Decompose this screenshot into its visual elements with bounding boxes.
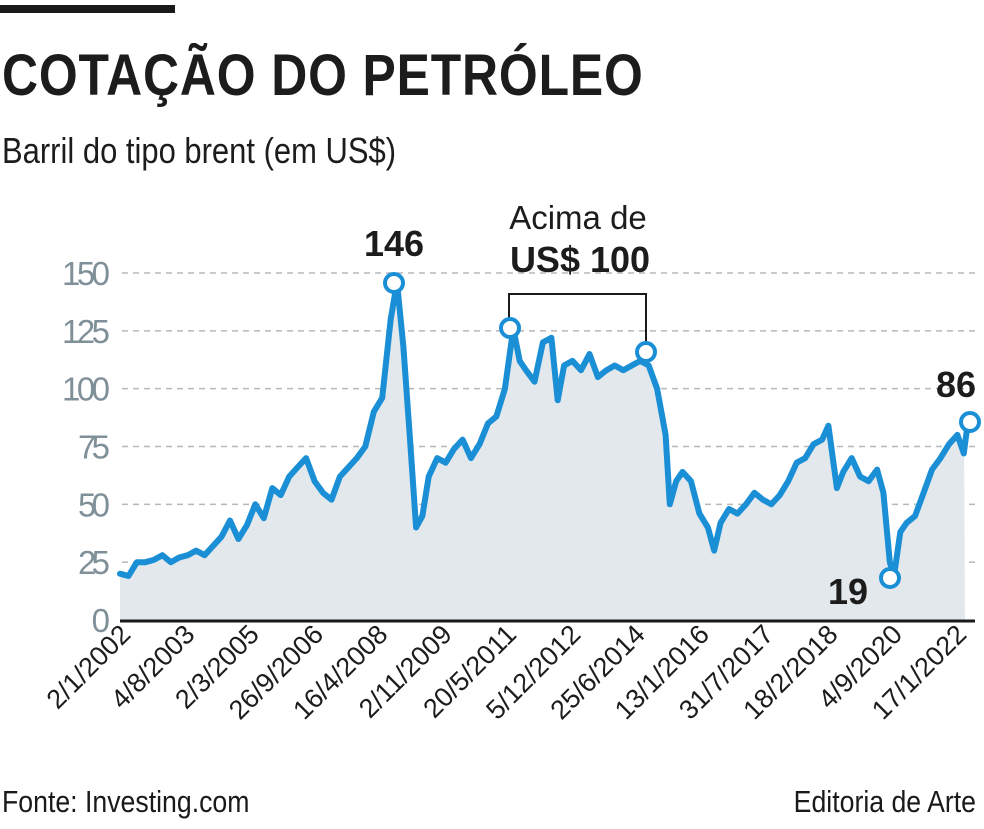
credit-note: Editoria de Arte (793, 784, 976, 819)
highlight-marker (959, 411, 981, 433)
chart-title: COTAÇÃO DO PETRÓLEO (2, 43, 644, 108)
above-100-bracket (508, 293, 647, 350)
y-axis-ticks: 0 25 50 75 100 125 150 (62, 255, 110, 639)
highlight-marker (499, 317, 521, 339)
peak-label: 146 (364, 223, 424, 264)
above-100-label-line1: Acima de (509, 199, 647, 236)
last-value-label: 86 (936, 364, 976, 405)
area-fill (120, 282, 968, 620)
data-markers (383, 272, 981, 589)
y-tick-label: 75 (78, 429, 110, 466)
low-label: 19 (828, 571, 868, 612)
chart-subtitle: Barril do tipo brent (em US$) (2, 130, 397, 171)
source-note: Fonte: Investing.com (2, 784, 250, 819)
above-100-label-line2: US$ 100 (510, 239, 650, 280)
highlight-marker (383, 272, 405, 294)
y-tick-label: 25 (78, 544, 110, 581)
header-rule (0, 5, 175, 13)
y-tick-label: 100 (62, 371, 110, 408)
x-axis-labels: 2/1/20024/8/20032/3/200526/9/200616/4/20… (41, 619, 973, 725)
price-line (117, 279, 971, 579)
y-tick-label: 0 (92, 602, 110, 639)
y-tick-label: 150 (62, 255, 110, 292)
y-tick-label: 50 (78, 486, 110, 523)
highlight-marker (879, 567, 901, 589)
y-tick-label: 125 (62, 313, 110, 350)
highlight-marker (635, 341, 657, 363)
